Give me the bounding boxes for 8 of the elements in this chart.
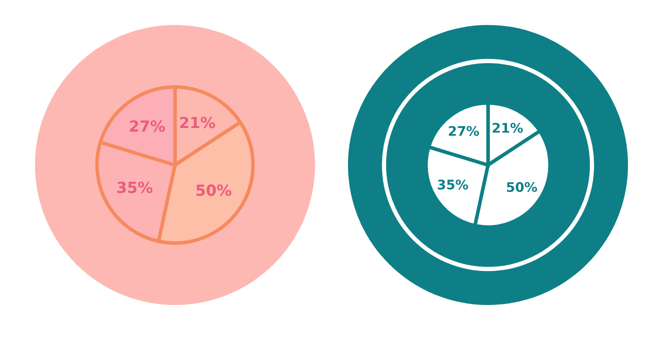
data-label: 35% (438, 180, 468, 190)
data-label: 50% (196, 184, 232, 196)
data-label: 27% (448, 126, 480, 136)
data-label: 35% (117, 182, 152, 194)
data-label: 21% (180, 116, 216, 128)
data-label: 27% (130, 120, 165, 132)
data-label: 21% (492, 122, 523, 133)
data-label: 50% (506, 182, 538, 192)
